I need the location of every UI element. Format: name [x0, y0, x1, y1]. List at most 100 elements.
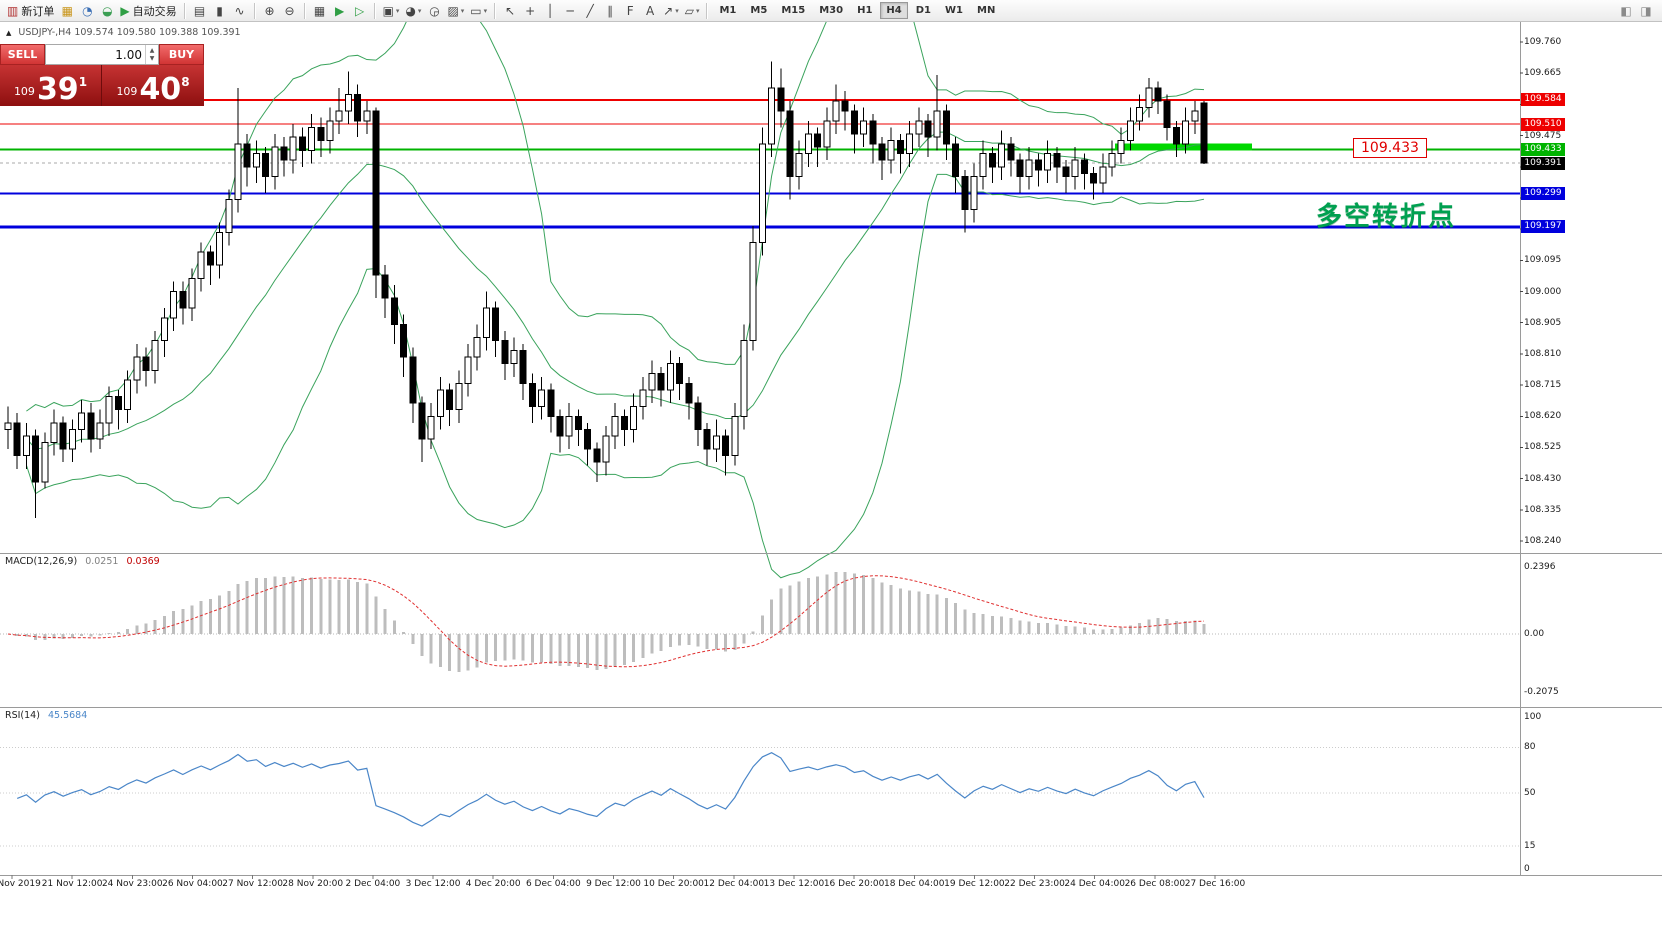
hline-price-tag: 109.510	[1521, 117, 1565, 131]
arrows-icon[interactable]: ↗ ▾	[660, 2, 682, 20]
sell-button[interactable]: SELL	[0, 44, 45, 65]
price-axis-tick: 109.475	[1524, 130, 1562, 141]
zoom-in-icon[interactable]: ⊕	[260, 2, 280, 20]
timeframe-m5[interactable]: M5	[750, 5, 768, 16]
timeframe-mn[interactable]: MN	[977, 5, 996, 16]
indicators-icon[interactable]: ▨ ▾	[444, 2, 467, 20]
trade-panel-price-row: 109 39 1 109 40 8	[0, 65, 204, 106]
cycle-icon[interactable]: ◶	[424, 2, 444, 20]
timeframe-m15[interactable]: M15	[781, 5, 806, 16]
timeframe-h1[interactable]: H1	[857, 5, 873, 16]
shapes-icon[interactable]: ▱ ▾	[682, 2, 703, 20]
buy-price-integer: 109	[116, 85, 138, 98]
hline-price-tag: 109.299	[1521, 186, 1565, 200]
new-chart-icon[interactable]: ▣ ▾	[380, 2, 403, 20]
price-axis-tick: 108.335	[1524, 504, 1562, 515]
time-axis-label: 13 Dec 12:00	[763, 879, 825, 889]
buy-price-button[interactable]: 109 40 8	[102, 65, 204, 106]
turning-point-text-object[interactable]: 多空转折点	[1316, 202, 1457, 232]
time-axis-label: 19 Dec 12:00	[944, 879, 1005, 889]
depth-of-market-icon[interactable]: ◔	[77, 2, 97, 20]
zoom-out-icon[interactable]: ⊖	[280, 2, 300, 20]
autotrading-button[interactable]: ▶ 自动交易	[117, 2, 179, 20]
timeframe-d1[interactable]: D1	[915, 5, 931, 16]
macd-indicator-label: MACD(12,26,9) 0.0251 0.0369	[5, 556, 160, 567]
timeframe-w1[interactable]: W1	[945, 5, 963, 16]
toolbar-main: ▥ 新订单 ▦ ◔ ◒ ▶ 自动交易 ▤ ▮ ∿ ⊕ ⊖ ▦ ▶ ▷ ▣ ▾ ◕ ▾ ◶ ▨ ▾ ▭ ▾ ↖ + │ ─ ╱ ∥ F A ↗ ▾ ▱…	[4, 2, 1002, 20]
toolbar-right: ◧ ◨	[1616, 2, 1658, 20]
price-axis-tick: 108.715	[1524, 380, 1562, 391]
time-axis-label: 10 Dec 20:00	[643, 879, 704, 889]
dropdown-caret-icon[interactable]: ▾	[395, 6, 400, 15]
text-label-icon[interactable]: A	[640, 2, 660, 20]
chart-shift-icon[interactable]: ▷	[350, 2, 370, 20]
rsi-value: 45.5684	[47, 710, 88, 721]
volume-input[interactable]	[46, 45, 145, 64]
time-axis-label: 28 Nov 20:00	[282, 879, 344, 889]
autotrading-icon: ▶	[120, 3, 130, 18]
dropdown-caret-icon[interactable]: ▾	[483, 6, 488, 15]
time-axis-label: 27 Dec 16:00	[1184, 879, 1246, 889]
toolbar-separator	[706, 2, 709, 19]
overlay-tool-icon-1: ◧	[1620, 3, 1632, 18]
macd-axis-tick: -0.2075	[1524, 687, 1559, 698]
volume-box: ▲ ▼	[45, 44, 159, 65]
auto-scroll-icon[interactable]: ▶	[330, 2, 350, 20]
spinner-down-icon[interactable]: ▼	[149, 54, 155, 62]
time-axis-label: 24 Nov 23:00	[101, 879, 163, 889]
sell-price-integer: 109	[13, 85, 35, 98]
toolbar-separator	[183, 2, 186, 19]
overlay-tool-icon-1[interactable]: ◧	[1616, 2, 1636, 20]
sell-price-button[interactable]: 109 39 1	[0, 65, 102, 106]
indicators-icon: ▨	[447, 3, 459, 18]
fibonacci-icon[interactable]: F	[620, 2, 640, 20]
volume-spinner[interactable]: ▲ ▼	[145, 45, 158, 64]
buy-button[interactable]: BUY	[159, 44, 204, 65]
price-axis-tick: 108.240	[1524, 536, 1562, 546]
objects-icon[interactable]: ▭ ▾	[467, 2, 490, 20]
price-axis-tick: 108.810	[1524, 348, 1562, 359]
timeframe-h4[interactable]: H4	[880, 2, 908, 19]
price-label-object[interactable]: 109.433	[1353, 138, 1427, 158]
bar-chart-icon: ▤	[193, 3, 206, 18]
vertical-line-icon[interactable]: │	[540, 2, 560, 20]
new-chart-icon: ▣	[382, 3, 394, 18]
candlestick-chart-icon[interactable]: ▮	[210, 2, 230, 20]
tile-windows-icon[interactable]: ▦	[310, 2, 330, 20]
hline-price-tag: 109.197	[1521, 220, 1565, 234]
new-order-button[interactable]: ▥ 新订单	[4, 2, 57, 20]
dropdown-caret-icon[interactable]: ▾	[695, 6, 700, 15]
dropdown-caret-icon[interactable]: ▾	[460, 6, 465, 15]
cursor-icon[interactable]: ↖	[500, 2, 520, 20]
overlay-tool-icon-2[interactable]: ◨	[1636, 2, 1656, 20]
time-axis-label: 26 Dec 08:00	[1124, 879, 1186, 889]
spinner-up-icon[interactable]: ▲	[149, 46, 155, 54]
line-chart-icon[interactable]: ∿	[230, 2, 250, 20]
vertical-line-icon: │	[546, 3, 554, 18]
profiles-icon[interactable]: ◕ ▾	[402, 2, 424, 20]
toolbar-separator	[253, 2, 256, 19]
charts-window-icon[interactable]: ▦	[57, 2, 77, 20]
collapse-icon[interactable]: ▲	[6, 29, 12, 37]
price-axis-tick: 109.665	[1524, 68, 1562, 79]
equidistant-channel-icon[interactable]: ∥	[600, 2, 620, 20]
line-chart-icon: ∿	[234, 3, 245, 18]
dropdown-caret-icon[interactable]: ▾	[675, 6, 679, 15]
text-label-icon: A	[646, 3, 655, 18]
hline-price-tag: 109.584	[1521, 93, 1565, 107]
dropdown-caret-icon[interactable]: ▾	[417, 6, 422, 15]
rsi-axis-tick: 50	[1524, 788, 1536, 798]
time-axis-label: 3 Dec 12:00	[405, 879, 461, 889]
symbol-name: USDJPY-,H4	[18, 27, 72, 38]
macd-value-signal: 0.0369	[126, 556, 160, 567]
crosshair-icon[interactable]: +	[520, 2, 540, 20]
timeframe-m30[interactable]: M30	[819, 5, 844, 16]
terminal-icon[interactable]: ◒	[97, 2, 117, 20]
trendline-icon[interactable]: ╱	[580, 2, 600, 20]
bar-chart-icon[interactable]: ▤	[190, 2, 210, 20]
rsi-axis-tick: 0	[1524, 864, 1530, 874]
toolbar: ▥ 新订单 ▦ ◔ ◒ ▶ 自动交易 ▤ ▮ ∿ ⊕ ⊖ ▦ ▶ ▷ ▣ ▾ ◕ ▾ ◶ ▨ ▾ ▭ ▾ ↖ + │ ─ ╱ ∥ F A ↗ ▾ ▱…	[0, 0, 1662, 22]
horizontal-line-icon[interactable]: ─	[560, 2, 580, 20]
timeframe-m1[interactable]: M1	[719, 5, 737, 16]
